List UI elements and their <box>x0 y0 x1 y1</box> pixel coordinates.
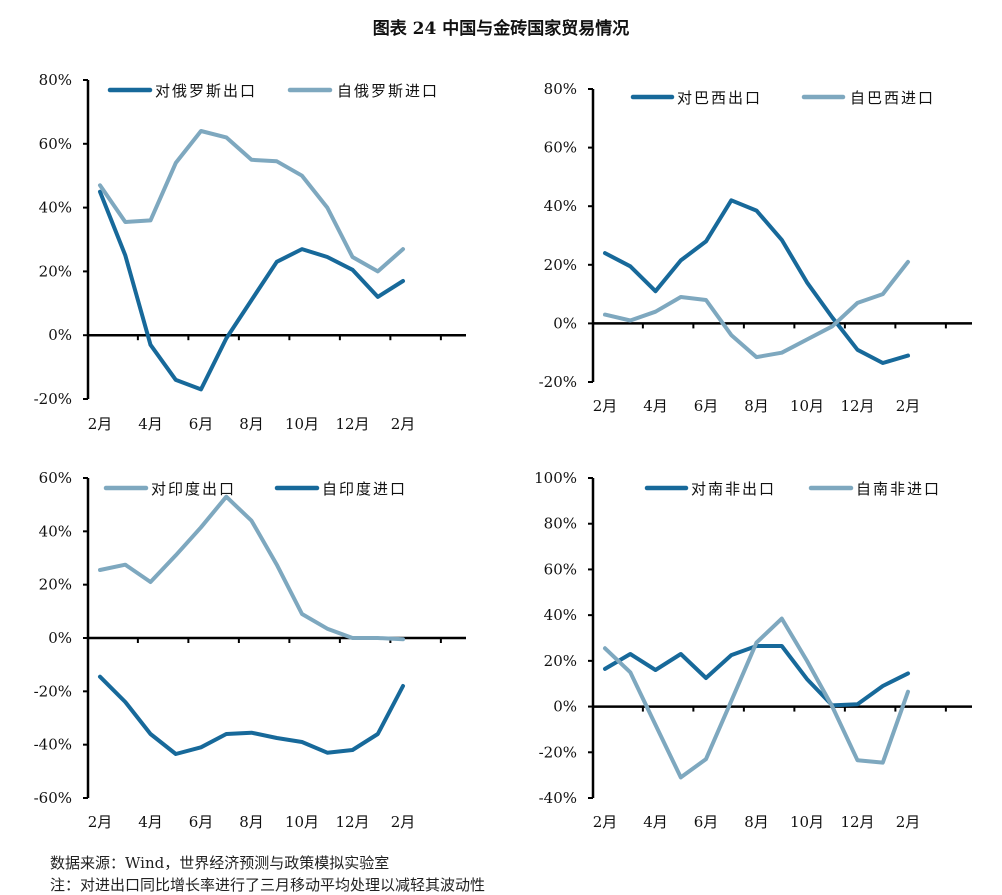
x-tick-label: 6月 <box>694 813 719 831</box>
y-tick-label: -60% <box>34 789 72 807</box>
y-tick-label: 40% <box>39 199 72 217</box>
x-tick-label: 2月 <box>391 813 416 831</box>
y-tick-label: -40% <box>34 736 72 754</box>
y-tick-label: 0% <box>553 698 577 716</box>
x-tick-label: 2月 <box>593 397 618 415</box>
x-tick-label: 2月 <box>88 813 113 831</box>
legend-label: 对巴西出口 <box>677 89 762 107</box>
footnote: 注：对进出口同比增长率进行了三月移动平均处理以减轻其波动性 <box>50 874 485 895</box>
x-tick-label: 4月 <box>138 415 163 433</box>
x-tick-label: 8月 <box>744 813 769 831</box>
legend-label: 对印度出口 <box>151 480 236 498</box>
y-tick-label: -20% <box>34 682 72 700</box>
series-line-2 <box>100 131 403 271</box>
series-line-2 <box>605 262 908 357</box>
chart-panel-1: 80% 60% 40% 20% 0% -20% 2月 4月 6月 8月 10月 12月 2月 对俄罗斯出口… <box>34 71 466 433</box>
source-note: 数据来源：Wind，世界经济预测与政策模拟实验室 <box>50 852 389 873</box>
x-tick-label: 2月 <box>896 397 921 415</box>
x-tick-label: 10月 <box>790 397 824 415</box>
y-tick-label: 80% <box>39 71 72 89</box>
x-tick-label: 10月 <box>285 415 319 433</box>
x-tick-label: 10月 <box>285 813 319 831</box>
x-tick-label: 6月 <box>189 813 214 831</box>
series-line-2 <box>100 677 403 754</box>
y-tick-label: -40% <box>539 789 577 807</box>
y-tick-label: 0% <box>48 629 72 647</box>
x-tick-label: 2月 <box>896 813 921 831</box>
y-tick-label: -20% <box>34 390 72 408</box>
x-tick-label: 10月 <box>790 813 824 831</box>
y-tick-label: 60% <box>544 139 577 157</box>
y-tick-label: 20% <box>39 262 72 280</box>
x-tick-label: 8月 <box>744 397 769 415</box>
x-tick-label: 2月 <box>88 415 113 433</box>
y-tick-label: 40% <box>544 606 577 624</box>
legend-label: 自南非进口 <box>856 480 941 498</box>
y-tick-label: 20% <box>39 576 72 594</box>
y-tick-label: 60% <box>39 469 72 487</box>
y-tick-label: 80% <box>544 80 577 98</box>
x-tick-label: 8月 <box>239 813 264 831</box>
legend-label: 对俄罗斯出口 <box>155 82 257 100</box>
x-tick-label: 6月 <box>694 397 719 415</box>
y-tick-label: 80% <box>544 515 577 533</box>
chart-panel-2: 80% 60% 40% 20% 0% -20% 2月 4月 6月 8月 10月 12月 2月 对巴西出口 自… <box>539 80 972 415</box>
series-line-1 <box>605 646 908 705</box>
y-tick-label: 60% <box>544 560 577 578</box>
x-tick-label: 8月 <box>239 415 264 433</box>
y-tick-label: 20% <box>544 256 577 274</box>
y-tick-label: -20% <box>539 743 577 761</box>
chart-panel-4: 100% 80% 60% 40% 20% 0% -20% -40% 2月 4月 6月 8月 10月 12月… <box>534 469 972 831</box>
series-line-1 <box>605 200 908 363</box>
x-tick-label: 12月 <box>335 415 369 433</box>
y-tick-label: 60% <box>39 135 72 153</box>
y-tick-label: 0% <box>48 326 72 344</box>
x-tick-label: 4月 <box>138 813 163 831</box>
legend-label: 对南非出口 <box>691 480 776 498</box>
legend-label: 自俄罗斯进口 <box>337 82 439 100</box>
x-tick-label: 12月 <box>840 397 874 415</box>
legend-label: 自巴西进口 <box>850 89 935 107</box>
x-tick-label: 6月 <box>189 415 214 433</box>
x-tick-label: 12月 <box>335 813 369 831</box>
y-tick-label: 40% <box>544 197 577 215</box>
y-tick-label: 20% <box>544 652 577 670</box>
series-line-2 <box>605 619 908 778</box>
y-tick-label: -20% <box>539 373 577 391</box>
y-tick-label: 40% <box>39 522 72 540</box>
x-tick-label: 4月 <box>643 397 668 415</box>
y-tick-label: 0% <box>553 314 577 332</box>
series-line-1 <box>100 497 403 640</box>
x-tick-label: 2月 <box>593 813 618 831</box>
legend-label: 自印度进口 <box>322 480 407 498</box>
x-tick-label: 4月 <box>643 813 668 831</box>
x-tick-label: 12月 <box>840 813 874 831</box>
x-tick-label: 2月 <box>391 415 416 433</box>
y-tick-label: 100% <box>534 469 577 487</box>
chart-panel-3: 60% 40% 20% 0% -20% -40% -60% 2月 4月 6月 8月 10月 12月 2月 对… <box>34 469 466 831</box>
